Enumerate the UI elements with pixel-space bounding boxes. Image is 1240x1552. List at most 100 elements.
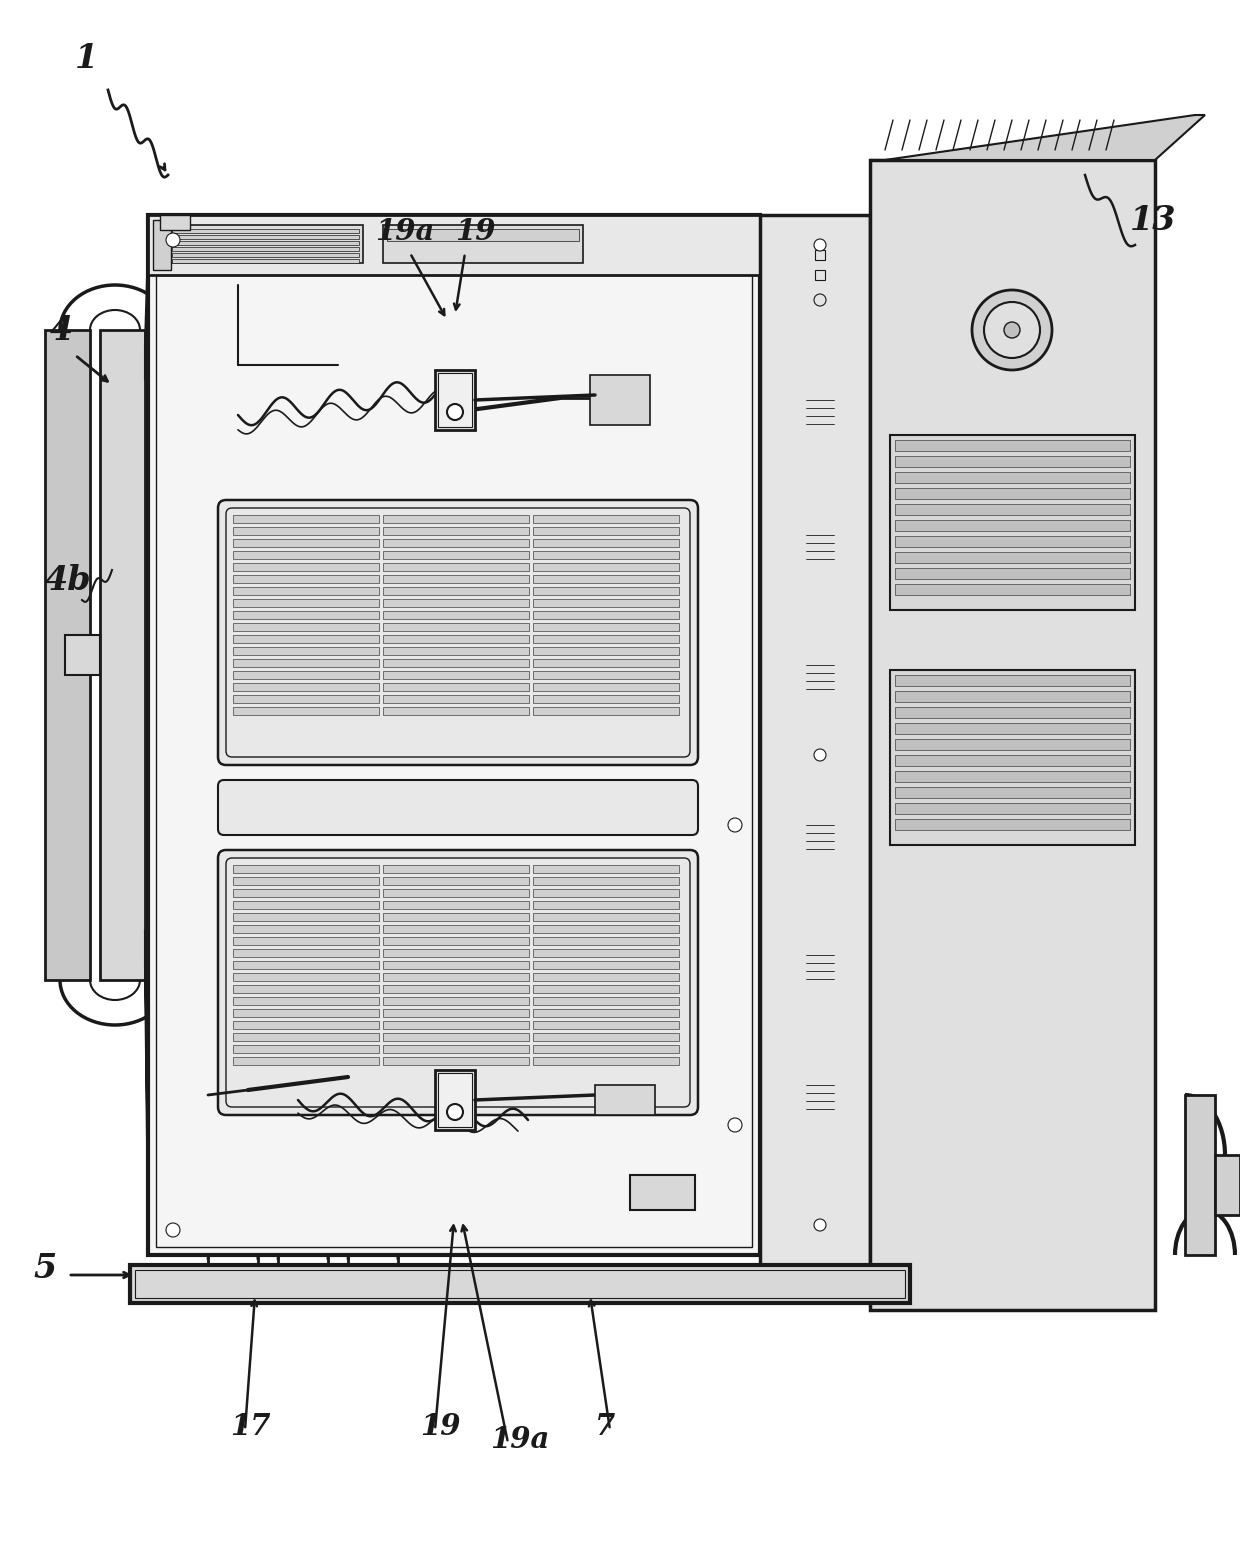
Bar [383,551,529,559]
Bar [533,670,680,680]
Bar [148,216,760,275]
Bar [383,889,529,897]
Bar [383,574,529,584]
Bar [533,539,680,546]
Bar [435,1069,475,1130]
Bar [233,1021,379,1029]
Bar [172,253,360,258]
Bar [890,435,1135,610]
Bar [383,902,529,909]
Bar [533,574,680,584]
Bar [383,996,529,1006]
Bar [533,889,680,897]
Bar [383,683,529,691]
Bar [533,913,680,920]
Bar [533,551,680,559]
Polygon shape [100,331,145,979]
Bar [895,487,1130,500]
Bar [167,225,363,262]
Bar [383,528,529,535]
Bar [895,584,1130,594]
Bar [533,611,680,619]
Bar [533,660,680,667]
Bar [895,708,1130,719]
Bar [233,587,379,594]
Bar [172,230,360,233]
Bar [383,539,529,546]
Bar [895,739,1130,750]
Bar [533,877,680,885]
Bar [172,259,360,262]
Bar [533,635,680,643]
Bar [172,241,360,245]
Bar [172,247,360,251]
Bar [533,1009,680,1017]
Bar [233,539,379,546]
Bar [895,675,1130,686]
Bar [895,754,1130,767]
Bar [233,1009,379,1017]
Bar [533,708,680,715]
Bar [383,864,529,872]
Text: 5: 5 [33,1252,56,1285]
Circle shape [972,290,1052,369]
Bar [895,441,1130,452]
Bar [233,925,379,933]
Bar [895,456,1130,467]
Bar [895,520,1130,531]
Bar [233,902,379,909]
Bar [895,787,1130,798]
Bar [233,986,379,993]
Text: 4b: 4b [45,563,92,598]
Bar [533,647,680,655]
Bar [895,771,1130,782]
Bar [233,948,379,958]
Bar [533,973,680,981]
Bar [533,695,680,703]
Bar [233,937,379,945]
Bar [383,622,529,632]
Bar [895,535,1130,546]
Bar [233,1034,379,1041]
Bar [233,973,379,981]
Bar [533,587,680,594]
Bar [383,1034,529,1041]
Circle shape [813,750,826,760]
Bar [630,1175,694,1211]
Bar [533,986,680,993]
Bar [233,1057,379,1065]
Circle shape [446,1103,463,1121]
Bar [533,1044,680,1052]
Bar [233,622,379,632]
Bar [895,723,1130,734]
Bar [383,599,529,607]
Ellipse shape [799,385,841,445]
Bar [533,599,680,607]
Text: 4: 4 [50,314,73,348]
Bar [870,160,1154,1310]
Bar [233,563,379,571]
FancyBboxPatch shape [218,781,698,835]
Bar [233,683,379,691]
Bar [383,1057,529,1065]
Circle shape [813,1218,826,1231]
Circle shape [1004,321,1021,338]
Bar [533,622,680,632]
Polygon shape [145,930,148,1225]
Bar [383,1021,529,1029]
Bar [383,611,529,619]
Bar [383,695,529,703]
Bar [815,270,825,279]
Bar [815,250,825,261]
Bar [160,216,190,230]
Circle shape [728,1117,742,1131]
Circle shape [985,303,1040,359]
Bar [383,1009,529,1017]
Text: 19a: 19a [374,217,434,247]
Bar [387,230,579,241]
FancyBboxPatch shape [218,850,698,1114]
Bar [233,660,379,667]
Bar [233,670,379,680]
Bar [533,528,680,535]
Bar [533,1057,680,1065]
